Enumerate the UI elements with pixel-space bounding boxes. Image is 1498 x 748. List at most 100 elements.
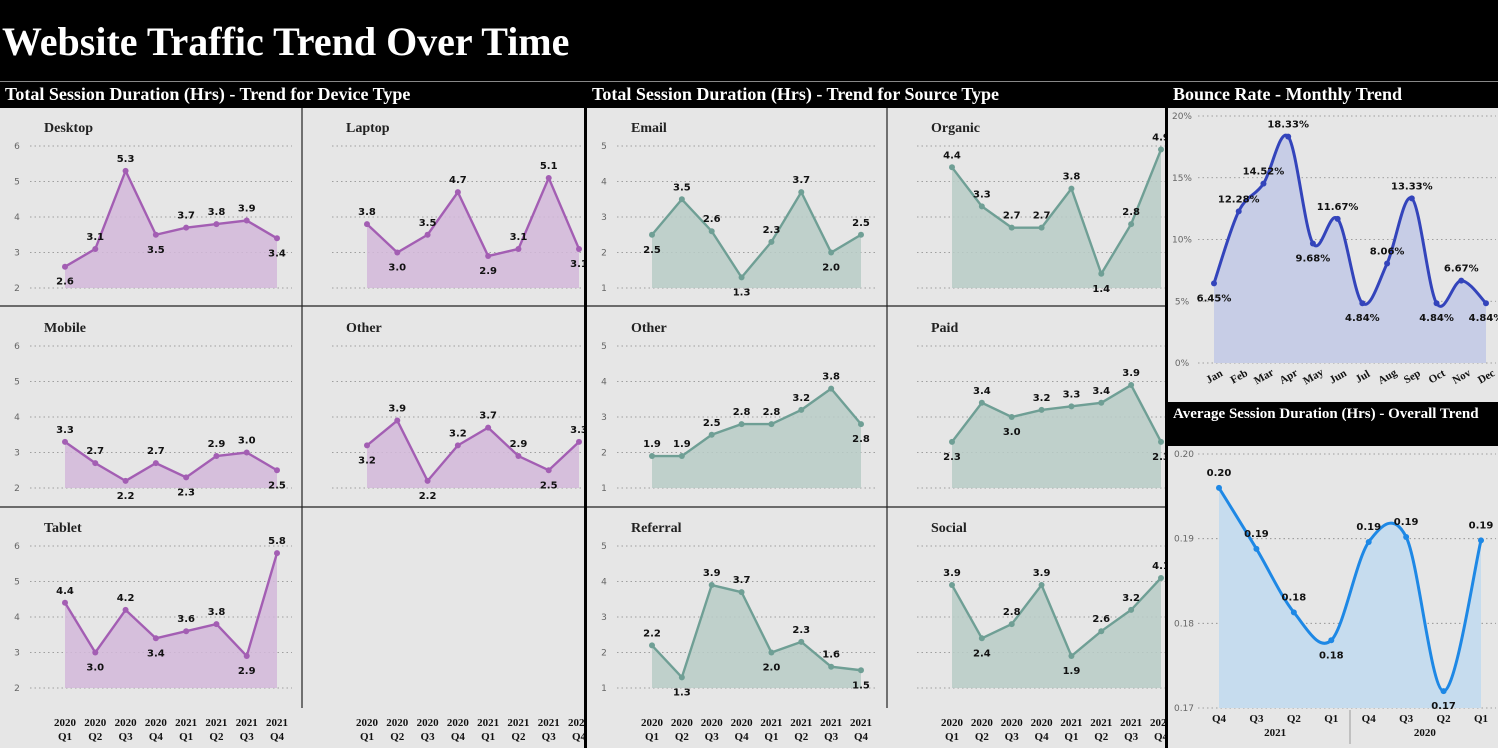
series-area <box>367 177 579 288</box>
series-area <box>65 170 277 288</box>
y-tick-label: 1 <box>601 284 607 294</box>
series-area <box>367 420 579 488</box>
y-tick-label: 5% <box>1175 297 1190 307</box>
data-label: 3.7 <box>177 211 195 222</box>
data-point <box>62 438 68 445</box>
x-tick-month: Nov <box>1451 367 1474 387</box>
data-label: 2.3 <box>943 452 961 463</box>
data-point <box>1285 133 1292 140</box>
x-tick-year: 2021 <box>538 717 560 729</box>
data-label: 2.6 <box>56 277 74 288</box>
data-label: 3.0 <box>86 663 104 674</box>
data-label: 3.3 <box>973 189 991 200</box>
data-label: 6.45% <box>1197 293 1232 304</box>
data-label: 1.3 <box>673 687 691 698</box>
device-small-multiples: Desktop 2 3 4 5 6 2.6 3.1 5.3 3.5 3.7 3.8 3.9 3.4 Lapt… <box>0 108 584 743</box>
series-name: Other <box>631 321 667 336</box>
avg-session-chart: 0.17 0.18 0.19 0.20 0.20 0.19 0.18 0.18 0.19 0.19… <box>1174 450 1496 744</box>
data-point <box>1128 221 1135 228</box>
x-tick-quarter: Q4 <box>1035 731 1050 743</box>
data-point <box>649 642 655 649</box>
data-point <box>649 453 655 460</box>
data-label: 0.20 <box>1207 468 1232 479</box>
x-tick-quarter: Q1 <box>58 731 72 743</box>
x-tick-quarter: Q3 <box>421 731 436 743</box>
y-tick-label: 5 <box>14 178 20 188</box>
x-tick-year: 2021 <box>1060 717 1082 729</box>
data-label: 4.7 <box>449 175 467 186</box>
data-label: 3.8 <box>1063 172 1081 183</box>
x-tick-quarter: Q2 <box>88 731 103 743</box>
y-tick-label: 5 <box>14 378 20 388</box>
data-point <box>1008 224 1015 231</box>
data-label: 2.8 <box>1003 607 1021 618</box>
data-label: 4.4 <box>943 150 961 161</box>
x-tick-month: Mar <box>1252 366 1276 387</box>
series-line <box>64 167 278 268</box>
data-point <box>1408 195 1415 202</box>
x-tick-year: 2020 <box>1031 717 1054 729</box>
data-point <box>738 274 745 281</box>
data-point <box>122 477 129 484</box>
data-label: 3.2 <box>449 428 467 439</box>
data-label: 2.2 <box>117 491 135 502</box>
data-point <box>738 421 745 428</box>
data-point <box>364 442 370 449</box>
series-name: Email <box>631 121 667 136</box>
x-tick-quarter: Q1 <box>481 731 495 743</box>
x-tick-year: 2020 <box>417 717 440 729</box>
x-tick-year: 2020 <box>941 717 964 729</box>
data-label: 3.8 <box>208 207 226 218</box>
data-label: 2.2 <box>643 628 661 639</box>
x-tick-month: Sep <box>1402 367 1423 386</box>
y-tick-label: 6 <box>14 542 20 552</box>
data-label: 3.9 <box>238 204 256 215</box>
data-label: 3.2 <box>358 455 376 466</box>
data-point <box>183 224 190 231</box>
data-point <box>485 424 492 431</box>
data-label: 18.33% <box>1267 120 1309 131</box>
data-point <box>1253 545 1260 552</box>
data-label: 2.8 <box>1122 207 1140 218</box>
y-tick-label: 3 <box>601 213 607 223</box>
data-label: 3.9 <box>1122 368 1140 379</box>
data-label: 2.7 <box>147 446 165 457</box>
bounce-rate-chart: 0% 5% 10% 15% 20% 6.45% 12.28% 14.52% 18.33% 9.68… <box>1172 112 1498 387</box>
data-point <box>1008 621 1015 628</box>
data-point <box>978 635 985 642</box>
x-tick-year: 2021 <box>175 717 197 729</box>
data-label: 3.4 <box>268 248 286 259</box>
x-tick-year: 2021 <box>568 717 584 729</box>
data-label: 2.8 <box>852 434 870 445</box>
data-label: 3.1 <box>510 232 528 243</box>
data-point <box>858 231 864 238</box>
data-label: 2.9 <box>208 439 226 450</box>
y-tick-label: 0.18 <box>1174 619 1194 629</box>
data-point <box>213 221 220 228</box>
data-label: 2.5 <box>643 245 661 256</box>
data-point <box>92 649 99 656</box>
data-label: 1.4 <box>1092 284 1110 295</box>
series-line <box>651 583 862 680</box>
y-tick-label: 4 <box>601 178 607 188</box>
data-point <box>768 238 775 245</box>
data-label: 2.3 <box>792 625 810 636</box>
data-label: 11.67% <box>1317 202 1359 213</box>
data-label: 4.84% <box>1469 313 1498 324</box>
data-point <box>858 667 864 674</box>
data-label: 3.5 <box>147 245 165 256</box>
data-label: 0.19 <box>1356 522 1381 533</box>
x-tick-year: 2021 <box>507 717 529 729</box>
x-tick-year: 2020 <box>447 717 470 729</box>
data-label: 1.9 <box>1063 666 1081 677</box>
series-name: Tablet <box>44 521 82 536</box>
bounce-panel: 0% 5% 10% 15% 20% 6.45% 12.28% 14.52% 18.33% 9.68… <box>1168 108 1498 402</box>
series-name: Referral <box>631 521 682 536</box>
data-point <box>1038 406 1045 413</box>
data-label: 3.2 <box>1122 593 1140 604</box>
data-point <box>1038 224 1045 231</box>
x-tick-year: 2020 <box>1414 727 1437 739</box>
bounce-area <box>1214 135 1486 363</box>
data-point <box>274 550 280 557</box>
data-point <box>649 231 655 238</box>
